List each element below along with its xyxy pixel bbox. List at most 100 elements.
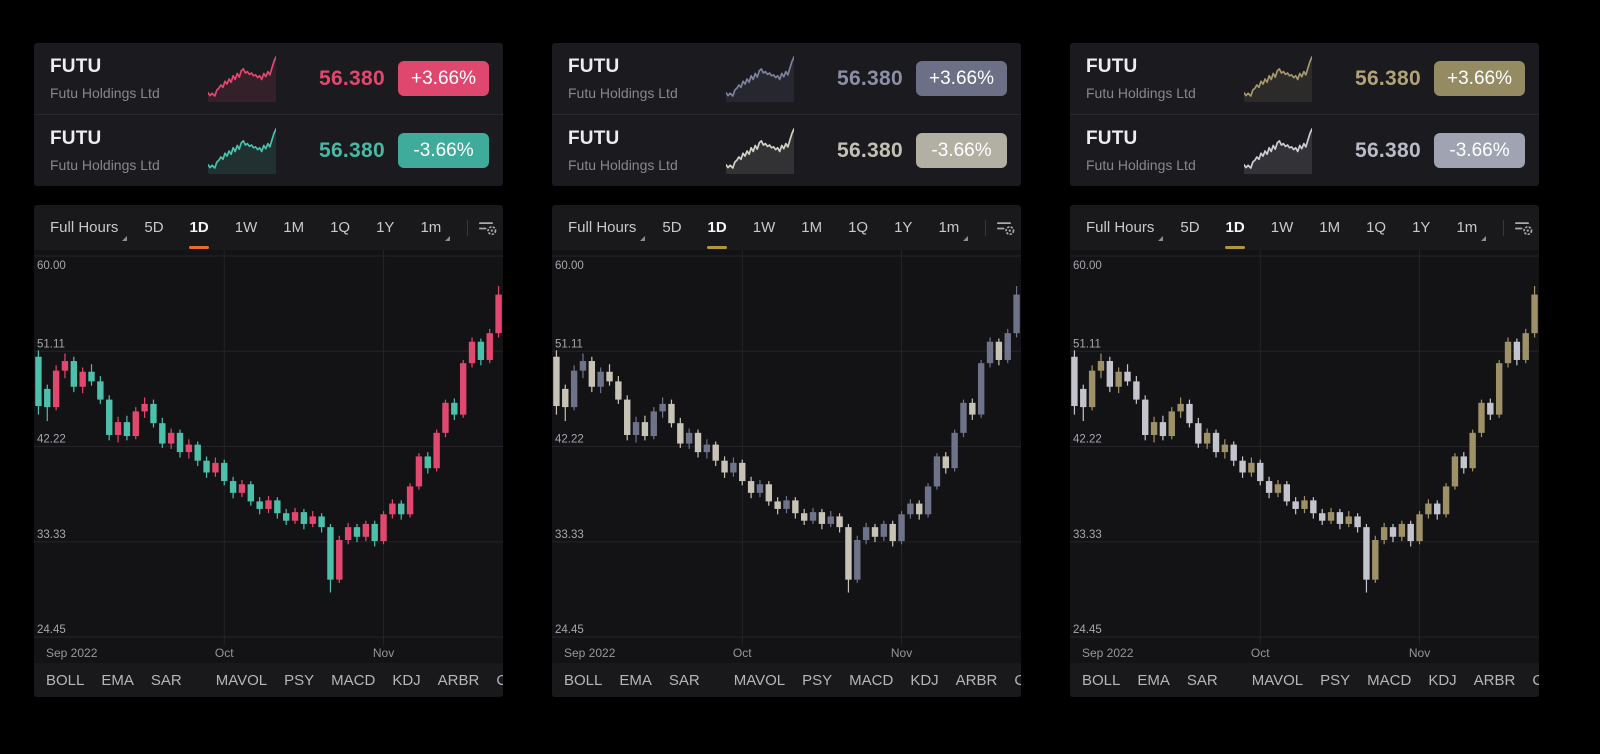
indicator-ema[interactable]: EMA xyxy=(1137,671,1170,689)
candle xyxy=(1142,399,1149,435)
indicator-kdj[interactable]: KDJ xyxy=(392,671,421,689)
tab-label: 1Y xyxy=(1412,219,1431,236)
indicator-ema[interactable]: EMA xyxy=(619,671,652,689)
tab-1y[interactable]: 1Y xyxy=(894,205,912,250)
chart-plot-area[interactable]: 60.00 51.11 42.22 33.33 24.45 xyxy=(1070,250,1539,645)
tab-1q[interactable]: 1Q xyxy=(848,205,868,250)
tab-full-hours[interactable]: Full Hours xyxy=(568,205,646,250)
indicator-psy[interactable]: PSY xyxy=(284,671,315,689)
indicator-settings-button[interactable] xyxy=(1514,219,1534,237)
tab-label: 5D xyxy=(144,219,164,236)
candle xyxy=(650,411,657,437)
candle xyxy=(1239,460,1246,473)
candle xyxy=(756,484,764,493)
candle xyxy=(97,381,104,400)
indicator-c[interactable]: C xyxy=(1532,671,1539,689)
indicator-boll[interactable]: BOLL xyxy=(1082,671,1121,689)
tab-1d[interactable]: 1D xyxy=(707,205,728,250)
indicator-kdj[interactable]: KDJ xyxy=(1428,671,1457,689)
tab-1d[interactable]: 1D xyxy=(1225,205,1246,250)
symbol: FUTU xyxy=(568,128,620,149)
timeframe-tabbar: Full Hours 5D 1D 1W 1M 1Q 1Y 1m xyxy=(34,205,503,250)
tab-1w[interactable]: 1W xyxy=(235,205,258,250)
candle xyxy=(229,481,237,493)
indicator-mavol[interactable]: MAVOL xyxy=(733,671,786,689)
indicator-sar[interactable]: SAR xyxy=(150,671,182,689)
candle xyxy=(1088,370,1096,408)
indicator-settings-button[interactable] xyxy=(996,219,1016,237)
tab-1m[interactable]: 1m xyxy=(1456,205,1487,250)
indicator-kdj[interactable]: KDJ xyxy=(910,671,939,689)
chart-card: Full Hours 5D 1D 1W 1M 1Q 1Y 1m 60.00 51.11 42.22 3… xyxy=(552,205,1021,697)
indicator-sar[interactable]: SAR xyxy=(1186,671,1218,689)
tab-label: Full Hours xyxy=(1086,219,1155,236)
change-badge[interactable]: +3.66% xyxy=(398,61,489,96)
indicator-boll[interactable]: BOLL xyxy=(564,671,603,689)
tab-1q[interactable]: 1Q xyxy=(1366,205,1386,250)
chart-plot-area[interactable]: 60.00 51.11 42.22 33.33 24.45 xyxy=(34,250,503,645)
tab-1m[interactable]: 1m xyxy=(938,205,969,250)
tab-full-hours[interactable]: Full Hours xyxy=(1086,205,1164,250)
chart-plot-area[interactable]: 60.00 51.11 42.22 33.33 24.45 xyxy=(552,250,1021,645)
tab-1w[interactable]: 1W xyxy=(753,205,776,250)
candle xyxy=(774,501,781,509)
change-badge[interactable]: -3.66% xyxy=(398,133,489,168)
tab-1m[interactable]: 1M xyxy=(283,205,304,250)
change-badge[interactable]: +3.66% xyxy=(916,61,1007,96)
indicator-arbr[interactable]: ARBR xyxy=(955,671,998,689)
tab-1q[interactable]: 1Q xyxy=(330,205,350,250)
tab-1w[interactable]: 1W xyxy=(1271,205,1294,250)
quote-info: FUTU Futu Holdings Ltd xyxy=(50,56,208,101)
candle xyxy=(1292,501,1299,509)
indicator-ema[interactable]: EMA xyxy=(101,671,134,689)
tab-5d[interactable]: 5D xyxy=(662,205,681,250)
change-badge[interactable]: -3.66% xyxy=(916,133,1007,168)
indicator-macd[interactable]: MACD xyxy=(331,671,376,689)
quote-row-up[interactable]: FUTU Futu Holdings Ltd 56.380 +3.66% xyxy=(552,43,1021,114)
candle xyxy=(1274,484,1282,493)
indicator-c[interactable]: C xyxy=(1014,671,1021,689)
indicator-sar[interactable]: SAR xyxy=(668,671,700,689)
candle xyxy=(1398,523,1406,537)
indicator-c[interactable]: C xyxy=(496,671,503,689)
candlestick-chart[interactable]: 60.00 51.11 42.22 33.33 24.45 xyxy=(552,250,1021,645)
indicator-psy[interactable]: PSY xyxy=(1320,671,1351,689)
sparkline-container xyxy=(208,128,276,174)
quote-row-down[interactable]: FUTU Futu Holdings Ltd 56.380 -3.66% xyxy=(552,114,1021,186)
quote-row-down[interactable]: FUTU Futu Holdings Ltd 56.380 -3.66% xyxy=(34,114,503,186)
indicator-arbr[interactable]: ARBR xyxy=(437,671,480,689)
indicator-settings-button[interactable] xyxy=(478,219,498,237)
indicator-macd[interactable]: MACD xyxy=(1367,671,1412,689)
candlestick-chart[interactable]: 60.00 51.11 42.22 33.33 24.45 xyxy=(1070,250,1539,645)
candle xyxy=(579,361,587,371)
tab-1m[interactable]: 1M xyxy=(1319,205,1340,250)
sparkline xyxy=(1244,128,1312,174)
tab-1m[interactable]: 1M xyxy=(801,205,822,250)
candle xyxy=(730,462,737,473)
quote-row-up[interactable]: FUTU Futu Holdings Ltd 56.380 +3.66% xyxy=(34,43,503,114)
candle xyxy=(1097,361,1105,371)
indicator-boll[interactable]: BOLL xyxy=(46,671,85,689)
tab-full-hours[interactable]: Full Hours xyxy=(50,205,128,250)
tab-1y[interactable]: 1Y xyxy=(376,205,394,250)
candle xyxy=(371,523,378,542)
change-badge[interactable]: +3.66% xyxy=(1434,61,1525,96)
tab-5d[interactable]: 5D xyxy=(1180,205,1199,250)
indicator-psy[interactable]: PSY xyxy=(802,671,833,689)
quote-row-down[interactable]: FUTU Futu Holdings Ltd 56.380 -3.66% xyxy=(1070,114,1539,186)
tab-1d[interactable]: 1D xyxy=(189,205,210,250)
tab-5d[interactable]: 5D xyxy=(144,205,163,250)
indicator-mavol[interactable]: MAVOL xyxy=(215,671,268,689)
candle xyxy=(415,456,423,487)
candle xyxy=(221,462,228,482)
candlestick-chart[interactable]: 60.00 51.11 42.22 33.33 24.45 xyxy=(34,250,503,645)
change-badge[interactable]: -3.66% xyxy=(1434,133,1525,168)
indicator-macd[interactable]: MACD xyxy=(849,671,894,689)
indicator-mavol[interactable]: MAVOL xyxy=(1251,671,1304,689)
quote-row-up[interactable]: FUTU Futu Holdings Ltd 56.380 +3.66% xyxy=(1070,43,1539,114)
candle xyxy=(176,432,184,453)
indicator-arbr[interactable]: ARBR xyxy=(1473,671,1516,689)
tab-1m[interactable]: 1m xyxy=(420,205,451,250)
tab-1y[interactable]: 1Y xyxy=(1412,205,1430,250)
candle xyxy=(827,516,834,524)
